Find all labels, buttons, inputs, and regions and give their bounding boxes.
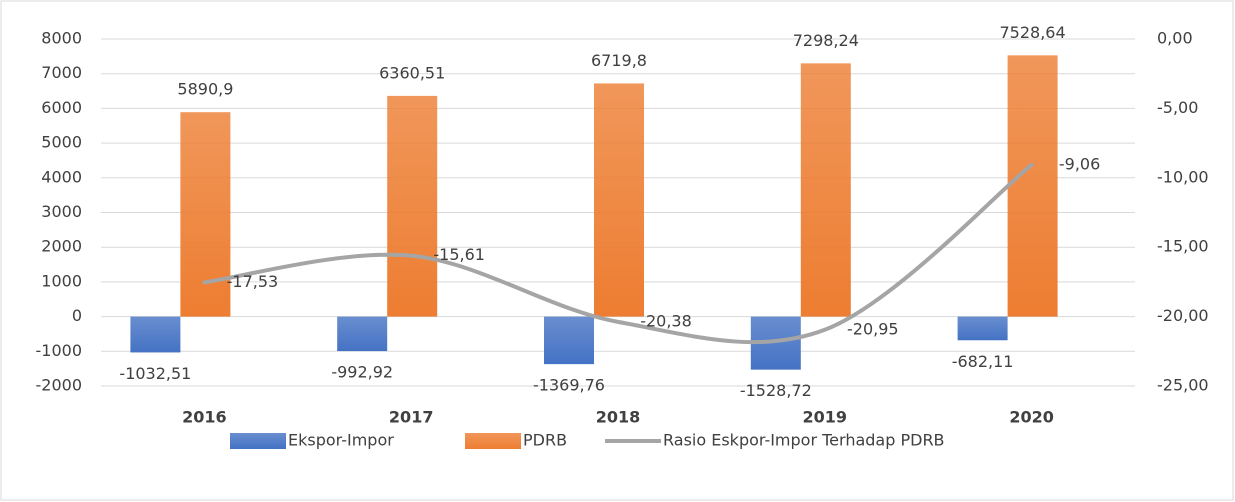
bar-value-label: -992,92 [331,363,393,382]
y-tick-label: 5000 [41,133,82,152]
bar [130,316,181,353]
line-value-label: -20,95 [847,319,899,338]
bar-value-label: 6719,8 [591,51,647,70]
bar [544,316,594,365]
x-tick-label: 2019 [803,408,848,427]
bar [1007,55,1058,317]
bar-value-label: 5890,9 [177,80,233,99]
bar [594,83,644,317]
y-tick-label: 3000 [41,202,82,221]
line-value-label: -15,61 [433,245,485,264]
bar-value-label: -682,11 [952,352,1014,371]
bar [387,95,438,317]
y2-tick-label: -10,00 [1157,167,1209,186]
x-tick-label: 2018 [596,408,641,427]
y2-tick-label: -20,00 [1157,306,1209,325]
y-tick-label: -2000 [36,376,83,395]
y-tick-label: 7000 [41,63,82,82]
y-tick-label: 4000 [41,167,82,186]
line-value-label: -9,06 [1059,154,1100,173]
bar-value-label: 7528,64 [1000,23,1066,42]
bar [957,316,1008,341]
legend-label: Ekspor-Impor [288,431,394,450]
bar [800,63,851,317]
legend-swatch [230,433,286,449]
y2-tick-label: -5,00 [1157,98,1198,117]
y-tick-label: 2000 [41,237,82,256]
y-tick-label: 6000 [41,98,82,117]
x-tick-label: 2016 [182,408,227,427]
line-value-label: -20,38 [640,311,692,330]
legend-label: Rasio Eskpor-Impor Terhadap PDRB [663,431,945,450]
bar-value-label: 6360,51 [379,63,445,82]
line-value-label: -17,53 [227,272,279,291]
bar [180,112,231,317]
y2-tick-label: -25,00 [1157,376,1209,395]
y2-tick-label: -15,00 [1157,237,1209,256]
legend-label: PDRB [523,431,567,450]
bar-value-label: 7298,24 [793,31,859,50]
y2-tick-label: 0,00 [1157,29,1193,48]
y-tick-label: -1000 [36,341,83,360]
legend-swatch [465,433,521,449]
y-tick-label: 0 [72,306,82,325]
line [202,162,1034,345]
y-tick-label: 1000 [41,271,82,290]
bar-value-label: -1528,72 [740,381,812,400]
bar-value-label: -1032,51 [119,364,191,383]
y-tick-label: 8000 [41,29,82,48]
x-tick-label: 2020 [1009,408,1054,427]
bar [337,316,388,352]
x-tick-label: 2017 [389,408,434,427]
bar-value-label: -1369,76 [533,376,605,395]
